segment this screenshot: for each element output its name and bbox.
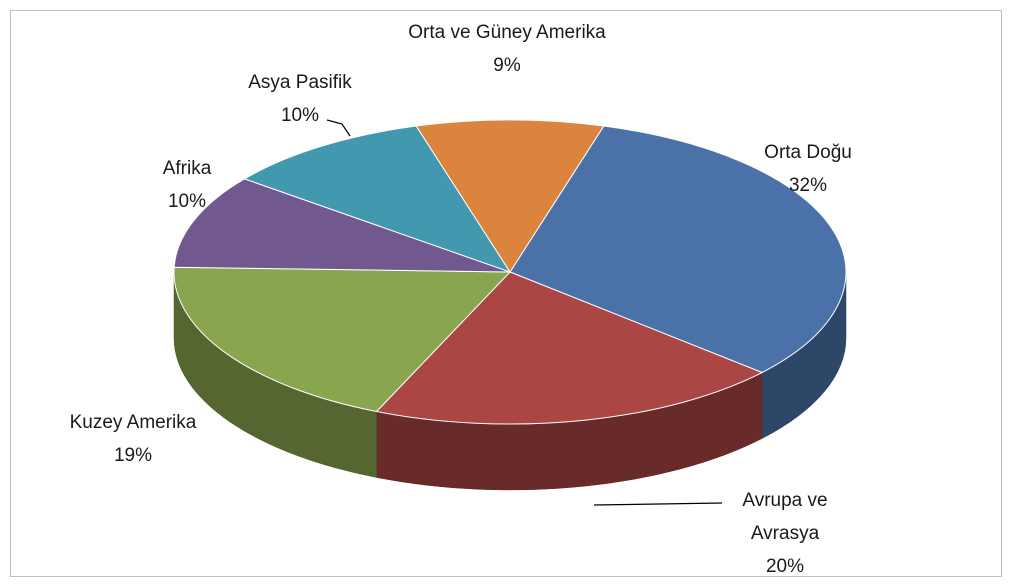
- category-label: Kuzey Amerika: [69, 412, 197, 433]
- category-label: Asya Pasifik: [248, 72, 352, 93]
- category-label: Avrupa ve Avrasya: [742, 490, 828, 544]
- slice: [173, 178, 511, 273]
- slice: [509, 125, 847, 374]
- data-label: Afrika 10%: [127, 152, 247, 218]
- value-label: 32%: [788, 175, 828, 196]
- data-label: Asya Pasifik 10%: [210, 66, 390, 132]
- slice: [375, 271, 764, 425]
- value-label: 10%: [167, 191, 207, 212]
- slice: [415, 119, 605, 273]
- data-label: Kuzey Amerika 19%: [33, 406, 233, 472]
- value-label: 19%: [113, 445, 153, 466]
- category-label: Orta ve Güney Amerika: [408, 22, 606, 43]
- value-label: 10%: [280, 105, 320, 126]
- value-label: 20%: [765, 556, 805, 577]
- data-label: Orta Doğu 32%: [748, 136, 868, 202]
- slice: [243, 125, 512, 273]
- chart-frame: [10, 10, 1002, 577]
- slice: [173, 266, 512, 413]
- category-label: Afrika: [162, 158, 212, 179]
- value-label: 9%: [493, 55, 521, 76]
- category-label: Orta Doğu: [764, 142, 852, 163]
- data-label: Avrupa ve Avrasya 20%: [715, 484, 855, 583]
- leader-line: [593, 502, 723, 506]
- leader-line: [326, 119, 351, 137]
- data-label: Orta ve Güney Amerika 9%: [407, 16, 607, 82]
